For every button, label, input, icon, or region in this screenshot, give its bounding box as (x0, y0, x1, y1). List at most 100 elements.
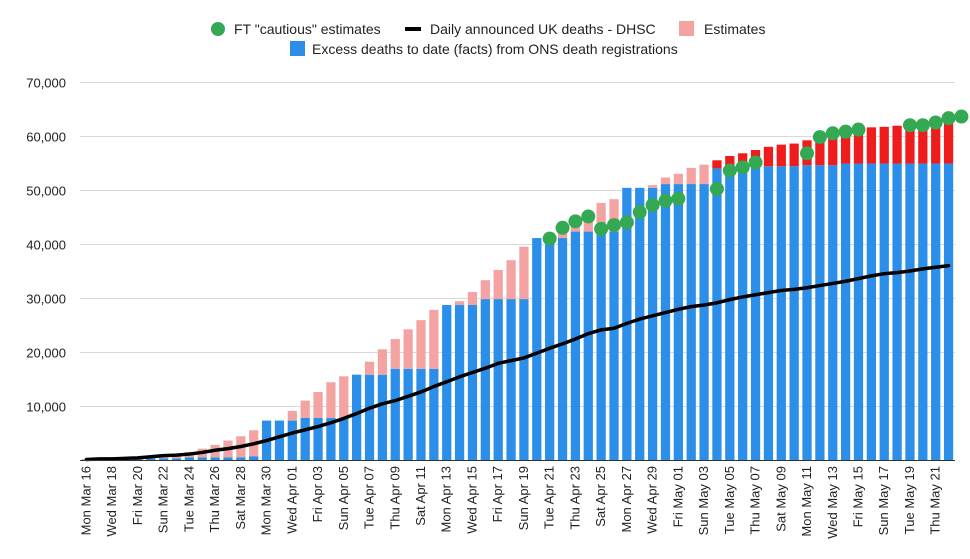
y-axis: 10,000 20,000 30,000 40,000 50,000 60,000 70,0… (26, 76, 66, 415)
legend-ft-cautious-label: FT "cautious" estimates (234, 21, 381, 37)
bar-segment (313, 391, 323, 418)
bar-segment (403, 368, 413, 460)
x-axis: Mon Mar 16 Wed Mar 18 Fri Mar 20 Sun Mar 22… (78, 466, 942, 539)
bar-segment (326, 417, 336, 460)
x-tick-label: Wed Apr 29 (645, 466, 660, 534)
ft-estimate-dot (722, 163, 737, 178)
x-tick-label: Fri Mar 20 (130, 466, 145, 525)
bar-segment (660, 184, 671, 460)
bar-segment (416, 368, 426, 460)
x-tick-label: Fri Apr 03 (310, 466, 325, 522)
bar-segment (673, 184, 683, 460)
bar-segment (184, 457, 194, 460)
bar-segment (519, 299, 529, 460)
bar-segment (840, 163, 851, 461)
y-tick-label: 70,000 (26, 76, 66, 91)
bar-segment (853, 127, 864, 164)
bar-segment (931, 123, 941, 164)
bar-segment (287, 420, 297, 460)
bar-segment (635, 187, 645, 460)
legend-dhsc-marker (405, 27, 421, 31)
bar-segment (352, 374, 362, 460)
legend-dhsc-label: Daily announced UK deaths - DHSC (430, 21, 656, 37)
ft-estimate-dot (838, 124, 853, 139)
x-tick-label: Sun Mar 22 (156, 466, 171, 533)
bar-segment (879, 126, 889, 164)
ft-estimate-dot (542, 231, 557, 246)
ft-estimate-dot (645, 198, 660, 213)
bar-segment (699, 164, 709, 185)
bar-segment (159, 458, 169, 460)
x-tick-label: Thu Apr 09 (387, 466, 402, 530)
bar-segment (918, 163, 928, 461)
bar-segment (364, 374, 375, 460)
bar-segment (712, 168, 722, 460)
x-tick-label: Tue Mar 24 (181, 466, 196, 532)
x-tick-label: Tue Apr 07 (362, 466, 377, 529)
bar-segment (519, 246, 529, 300)
x-tick-label: Fri May 01 (670, 466, 685, 527)
bar-segment (892, 125, 902, 164)
bar-segment (789, 143, 799, 167)
bar-segment (480, 299, 490, 460)
bar-segment (223, 457, 233, 460)
x-tick-label: Thu Mar 26 (207, 466, 222, 532)
ft-estimate-dot (568, 214, 583, 229)
x-tick-label: Tue May 05 (722, 466, 737, 534)
bar-segment (197, 457, 207, 460)
bar-segment (879, 163, 889, 461)
bar-segment (377, 349, 388, 375)
bars (81, 122, 954, 461)
bar-segment (802, 165, 812, 460)
bar-segment (660, 177, 671, 185)
bar-segment (828, 134, 838, 166)
x-tick-label: Mon May 11 (799, 466, 814, 537)
bar-segment (300, 400, 310, 418)
x-tick-label: Thu May 07 (748, 466, 763, 535)
ft-estimate-dot (902, 118, 917, 133)
bar-segment (866, 163, 876, 461)
bar-segment (377, 374, 388, 460)
bar-segment (853, 163, 864, 461)
bar-segment (609, 199, 619, 232)
x-tick-label: Sat Apr 11 (413, 466, 428, 526)
bar-segment (249, 456, 259, 460)
x-tick-label: Sat Apr 25 (593, 466, 608, 527)
bar-segment (506, 299, 516, 460)
bar-segment (763, 146, 774, 167)
dhsc-line-layer (84, 263, 951, 462)
ft-estimate-dot (915, 118, 930, 133)
ft-estimate-dot (581, 209, 596, 224)
ft-estimate-dot (851, 122, 866, 137)
bar-segment (454, 305, 465, 460)
bar-segment (557, 238, 568, 460)
bar-segment (364, 361, 375, 375)
bar-segment (789, 166, 799, 461)
ft-estimate-dot (607, 218, 622, 233)
bar-segment (390, 339, 400, 369)
ft-estimate-dot (941, 111, 956, 126)
bar-segment (532, 238, 542, 460)
bar-segment (480, 280, 490, 300)
bar-segment (403, 329, 413, 369)
y-tick-label: 30,000 (26, 292, 66, 307)
bar-segment (454, 301, 465, 306)
x-tick-label: Fri Apr 17 (490, 466, 505, 522)
bar-segment (776, 166, 786, 461)
ft-estimate-dot (594, 221, 609, 236)
bar-segment (570, 231, 581, 460)
bar-segment (146, 458, 156, 460)
bar-segment (287, 410, 297, 421)
x-tick-label: Wed Mar 18 (104, 466, 119, 537)
bar-segment (467, 305, 478, 460)
bar-segment (313, 417, 323, 460)
bar-segment (738, 168, 748, 460)
x-tick-label: Tue May 19 (902, 466, 917, 534)
x-tick-label: Sat Mar 28 (233, 466, 248, 530)
legend-ons-label: Excess deaths to date (facts) from ONS d… (312, 41, 678, 57)
ft-estimate-dot (800, 146, 815, 161)
x-tick-label: Sun May 03 (696, 466, 711, 535)
x-tick-label: Wed Apr 15 (464, 466, 479, 534)
bar-segment (493, 269, 503, 300)
